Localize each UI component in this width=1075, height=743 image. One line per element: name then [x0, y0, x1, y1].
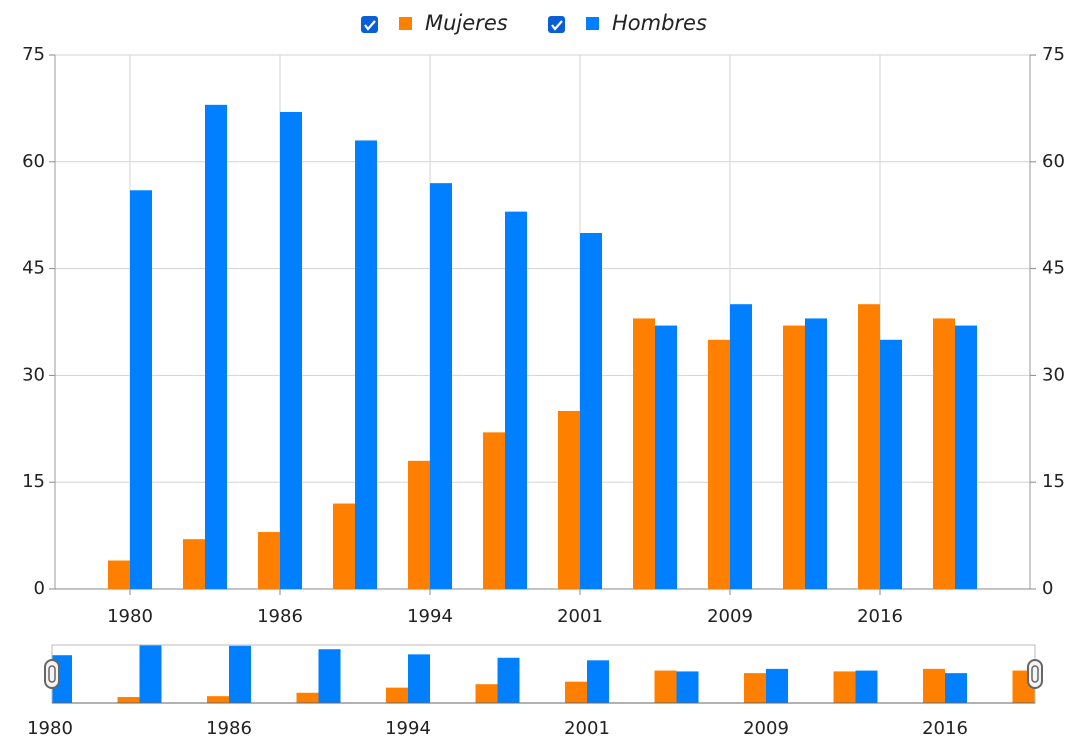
navigator-label: 1986 — [206, 718, 252, 739]
y2-tick-label: 0 — [1042, 578, 1053, 599]
bar — [933, 318, 955, 589]
bar — [505, 211, 527, 589]
navigator-frame — [51, 644, 1036, 704]
bar — [858, 304, 880, 589]
bar — [333, 503, 355, 589]
navigator-bar — [408, 654, 430, 703]
navigator-bar — [318, 649, 341, 703]
bar — [280, 111, 302, 590]
bar — [108, 560, 130, 589]
navigator-label: 2009 — [743, 718, 789, 739]
navigator-bar — [744, 673, 766, 703]
bar — [430, 183, 452, 589]
legend-label: Hombres — [612, 11, 707, 35]
navigator-bar — [28, 700, 50, 703]
legend-swatch — [399, 17, 412, 30]
bar — [655, 325, 677, 589]
navigator-bar — [386, 687, 408, 703]
y2-tick-label: 30 — [1042, 364, 1065, 385]
legend-checkbox[interactable] — [361, 16, 378, 33]
checkmark — [551, 20, 563, 31]
x-tick-label: 2016 — [857, 606, 903, 627]
navigator-bar — [855, 670, 878, 703]
x-tick-label: 1986 — [257, 606, 303, 627]
handle-grip — [48, 665, 56, 683]
navigator-bar — [587, 660, 609, 703]
y-tick-label: 60 — [22, 151, 45, 172]
bar — [730, 304, 752, 589]
bar — [955, 325, 977, 589]
bar — [355, 140, 377, 589]
y2-tick-label: 45 — [1042, 258, 1065, 279]
navigator-bar — [766, 668, 788, 703]
y-tick-label: 75 — [22, 44, 45, 65]
navigator-label: 2001 — [564, 718, 610, 739]
navigator-bar — [475, 684, 498, 703]
navigator-bar — [833, 671, 856, 703]
bar — [130, 190, 152, 589]
navigator-label: 1980 — [27, 718, 73, 739]
bar — [580, 233, 602, 589]
x-tick-label: 2001 — [557, 606, 603, 627]
y-tick-label: 30 — [22, 364, 45, 385]
x-tick-label: 1980 — [107, 606, 153, 627]
navigator-bars — [28, 645, 1035, 703]
bar — [880, 339, 902, 589]
navigator-handle[interactable] — [1027, 659, 1043, 689]
navigator-bar — [945, 673, 967, 703]
bar — [205, 104, 227, 589]
navigator-bar — [207, 696, 229, 703]
legend-checkbox[interactable] — [548, 16, 565, 33]
x-tick-label: 1994 — [407, 606, 453, 627]
bar — [708, 339, 730, 589]
navigator-bar — [117, 697, 140, 703]
bar — [783, 325, 805, 589]
y2-tick-label: 75 — [1042, 44, 1065, 65]
y2-tick-label: 60 — [1042, 151, 1065, 172]
navigator-bar — [676, 671, 699, 703]
navigator-bar — [296, 692, 319, 703]
navigator-bar — [229, 645, 251, 703]
navigator-bar — [923, 668, 945, 703]
bar — [258, 532, 280, 589]
bar — [558, 411, 580, 589]
navigator-label: 1994 — [385, 718, 431, 739]
legend-label: Mujeres — [425, 11, 508, 35]
x-tick-label: 2009 — [707, 606, 753, 627]
y-tick-label: 45 — [22, 258, 45, 279]
bar — [408, 460, 430, 589]
bar — [183, 539, 205, 589]
y-tick-label: 15 — [22, 471, 45, 492]
bar — [633, 318, 655, 589]
checkmark — [364, 20, 376, 31]
legend-swatch — [586, 17, 599, 30]
navigator-bar — [565, 681, 587, 703]
bar — [483, 432, 505, 589]
navigator-handle[interactable] — [44, 659, 60, 689]
handle-grip — [1031, 665, 1039, 683]
navigator-bar — [497, 657, 520, 703]
y2-tick-label: 15 — [1042, 471, 1065, 492]
bar — [805, 318, 827, 589]
navigator-bar — [654, 670, 677, 703]
y-tick-label: 0 — [34, 578, 45, 599]
navigator-label: 2016 — [922, 718, 968, 739]
navigator-bar — [139, 645, 162, 703]
